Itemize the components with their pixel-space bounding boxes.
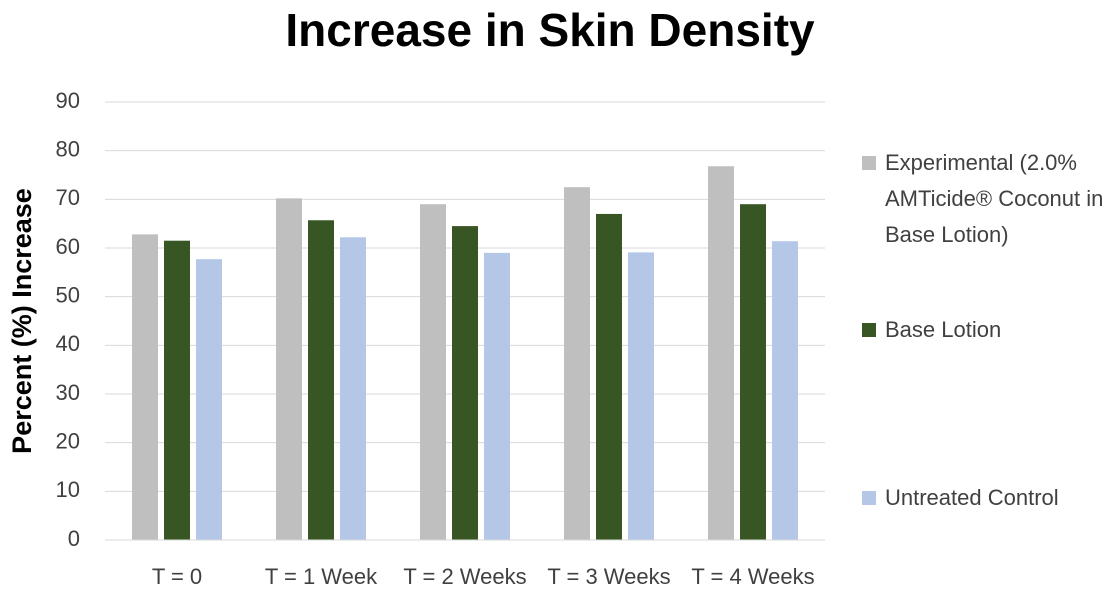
legend-entry: Untreated Control <box>862 480 1112 516</box>
bar <box>708 166 734 541</box>
bar <box>596 213 622 540</box>
bar <box>196 259 222 540</box>
y-tick-label: 30 <box>56 380 80 405</box>
legend-swatch <box>862 491 876 505</box>
y-tick-label: 10 <box>56 477 80 502</box>
x-tick-label: T = 0 <box>152 564 202 589</box>
bar <box>420 204 446 540</box>
y-tick-label: 50 <box>56 282 80 307</box>
chart-title: Increase in Skin Density <box>285 4 815 56</box>
legend-label: Base Lotion <box>885 317 1002 342</box>
y-tick-label: 0 <box>68 526 80 551</box>
x-tick-label: T = 2 Weeks <box>403 564 526 589</box>
y-tick-label: 20 <box>56 428 80 453</box>
y-tick-label: 90 <box>56 88 80 113</box>
y-tick-label: 70 <box>56 185 80 210</box>
bar <box>628 252 654 540</box>
bar <box>276 198 302 541</box>
y-tick-label: 80 <box>56 136 80 161</box>
bar <box>164 240 190 540</box>
bar <box>564 187 590 540</box>
bar <box>340 237 366 540</box>
legend-swatch <box>862 156 876 170</box>
bar <box>308 220 334 540</box>
bar <box>772 241 798 541</box>
legend-label: Untreated Control <box>885 485 1059 510</box>
legend-entry: Experimental (2.0% AMTicide® Coconut in … <box>862 145 1112 253</box>
bar <box>132 234 158 540</box>
bar <box>452 226 478 540</box>
legend-swatch <box>862 323 876 337</box>
bar <box>740 204 766 540</box>
x-tick-label: T = 4 Weeks <box>691 564 814 589</box>
legend-label: Experimental (2.0% AMTicide® Coconut in … <box>885 150 1104 247</box>
legend-entry: Base Lotion <box>862 312 1112 348</box>
y-axis-label: Percent (%) Increase <box>7 188 37 454</box>
x-tick-label: T = 3 Weeks <box>547 564 670 589</box>
y-tick-label: 40 <box>56 331 80 356</box>
y-tick-label: 60 <box>56 234 80 259</box>
x-tick-label: T = 1 Week <box>265 564 378 589</box>
bar <box>484 252 510 540</box>
